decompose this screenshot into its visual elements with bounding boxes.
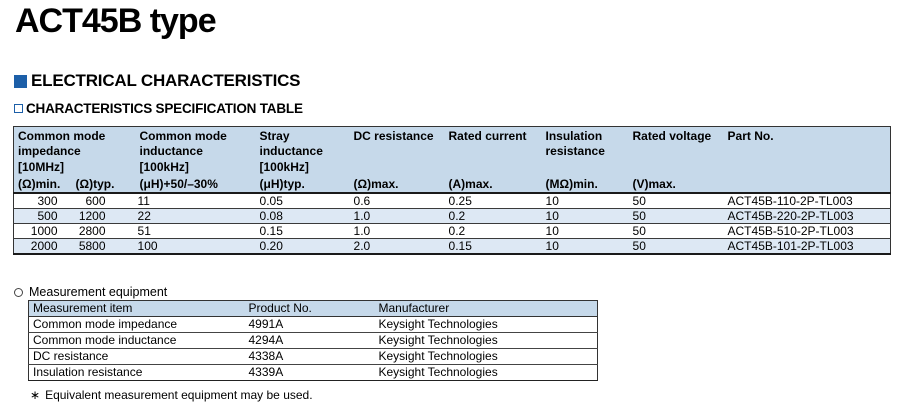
- spec-cell: 2800: [71, 223, 136, 239]
- spec-col-header: Common mode inductance [100kHz]: [135, 126, 256, 176]
- spec-table: Common mode impedance [10MHz] Common mod…: [13, 126, 892, 255]
- measurement-equipment-label: Measurement equipment: [29, 285, 168, 299]
- spec-col-header: Part No.: [723, 126, 891, 176]
- spec-cell: 0.25: [448, 194, 472, 208]
- spec-cell: 11: [137, 194, 150, 208]
- meas-cell-manufacturer: Keysight Technologies: [374, 364, 598, 381]
- spec-cell: 2.0: [349, 238, 445, 254]
- spec-cell: 1.0: [349, 223, 445, 239]
- spec-cell: 0.15: [255, 223, 350, 239]
- spec-col-header: Rated current: [444, 126, 542, 176]
- spec-cell: 0.6: [353, 194, 371, 208]
- meas-cell-product: 4338A: [244, 348, 375, 365]
- spec-cell: 0.05: [259, 194, 283, 208]
- meas-col-header: Product No.: [244, 300, 375, 317]
- spec-unit-label: (MΩ)min.: [541, 176, 629, 194]
- spec-col-header: DC resistance: [349, 126, 445, 176]
- spec-cell: 10: [541, 238, 629, 254]
- spec-col-header: Insulation resistance: [541, 126, 629, 176]
- filled-square-icon: [14, 74, 27, 88]
- measurement-table: Measurement item Product No. Manufacture…: [28, 300, 598, 381]
- spec-cell-partno: ACT45B-510-2P-TL003: [723, 223, 891, 239]
- spec-unit-label: (μH)typ.: [255, 176, 350, 194]
- section-heading-spec-table: CHARACTERISTICS SPECIFICATION TABLE: [14, 101, 303, 116]
- spec-cell: 50: [628, 238, 724, 254]
- spec-cell: 2000: [13, 238, 72, 254]
- section-heading-electrical-characteristics: ELECTRICAL CHARACTERISTICS: [14, 71, 301, 91]
- spec-cell: 50: [628, 208, 724, 224]
- spec-cell: 50: [632, 194, 646, 208]
- equipment-note: ∗ Equivalent measurement equipment may be…: [30, 388, 313, 402]
- meas-cell-product: 4991A: [248, 317, 284, 331]
- spec-col-header: Stray inductance [100kHz]: [255, 126, 350, 176]
- spec-cell: 50: [628, 223, 724, 239]
- measurement-row: DC resistance 4338A Keysight Technologie…: [28, 348, 598, 365]
- spec-cell: 22: [135, 208, 256, 224]
- spec-col-header: Rated voltage: [628, 126, 724, 176]
- meas-cell-item: Common mode inductance: [28, 332, 245, 349]
- spec-cell: 300: [37, 194, 58, 208]
- spec-row: 2000 5800 100 0.20 2.0 0.15 10 50 ACT45B…: [13, 238, 891, 254]
- asterisk-icon: ∗: [30, 388, 41, 402]
- spec-cell: 1200: [71, 208, 136, 224]
- measurement-equipment-heading: Measurement equipment: [14, 285, 167, 299]
- equipment-note-text: Equivalent measurement equipment may be …: [45, 388, 313, 402]
- spec-cell: 10: [541, 223, 629, 239]
- spec-cell: 100: [135, 238, 256, 254]
- meas-cell-manufacturer: Keysight Technologies: [374, 348, 598, 365]
- spec-row: 1000 2800 51 0.15 1.0 0.2 10 50 ACT45B-5…: [13, 223, 891, 239]
- spec-cell: 10: [545, 194, 559, 208]
- spec-cell: 10: [541, 208, 629, 224]
- spec-unit-label: (V)max.: [628, 176, 724, 194]
- spec-cell: 1000: [13, 223, 72, 239]
- meas-cell-item: DC resistance: [28, 348, 245, 365]
- spec-header-row: Common mode impedance [10MHz] Common mod…: [13, 126, 891, 176]
- spec-unit-label: [723, 176, 891, 194]
- spec-units-row: (Ω)min. (Ω)typ. (μH)+50/–30% (μH)typ. (Ω…: [13, 176, 891, 194]
- circle-bullet-icon: [14, 287, 23, 297]
- spec-col-header: Common mode impedance [10MHz]: [13, 126, 136, 176]
- meas-col-header: Manufacturer: [374, 300, 598, 317]
- outline-square-icon: [14, 104, 23, 113]
- subsection-heading-label: CHARACTERISTICS SPECIFICATION TABLE: [26, 101, 303, 116]
- meas-cell-manufacturer: Keysight Technologies: [374, 332, 598, 349]
- measurement-row: Common mode impedance 4991A Keysight Tec…: [29, 317, 598, 333]
- meas-cell-product: 4294A: [244, 332, 375, 349]
- spec-cell-partno: ACT45B-220-2P-TL003: [723, 208, 891, 224]
- measurement-header-row: Measurement item Product No. Manufacture…: [28, 300, 598, 317]
- spec-row: 500 1200 22 0.08 1.0 0.2 10 50 ACT45B-22…: [13, 208, 891, 224]
- spec-cell-partno: ACT45B-110-2P-TL003: [727, 194, 853, 208]
- meas-cell-product: 4339A: [244, 364, 375, 381]
- spec-cell: 0.2: [444, 223, 542, 239]
- spec-cell-partno: ACT45B-101-2P-TL003: [723, 238, 891, 254]
- measurement-row: Insulation resistance 4339A Keysight Tec…: [28, 364, 598, 381]
- meas-cell-item: Common mode impedance: [33, 317, 178, 331]
- spec-cell: 1.0: [349, 208, 445, 224]
- spec-cell: 600: [85, 194, 106, 208]
- spec-unit-label: (Ω)min.: [13, 176, 72, 194]
- spec-unit-label: (μH)+50/–30%: [135, 176, 256, 194]
- meas-cell-item: Insulation resistance: [28, 364, 245, 381]
- spec-cell: 0.08: [255, 208, 350, 224]
- measurement-row: Common mode inductance 4294A Keysight Te…: [28, 332, 598, 349]
- meas-cell-manufacturer: Keysight Technologies: [378, 317, 498, 331]
- spec-unit-label: (Ω)typ.: [71, 176, 136, 194]
- spec-cell: 500: [13, 208, 72, 224]
- spec-cell: 0.2: [444, 208, 542, 224]
- spec-unit-label: (A)max.: [444, 176, 542, 194]
- spec-row: 300 600 11 0.05 0.6 0.25 10 50 ACT45B-11…: [14, 193, 891, 209]
- meas-col-header: Measurement item: [28, 300, 245, 317]
- spec-cell: 0.20: [255, 238, 350, 254]
- section-heading-label: ELECTRICAL CHARACTERISTICS: [31, 71, 301, 90]
- spec-cell: 51: [135, 223, 256, 239]
- spec-unit-label: (Ω)max.: [349, 176, 445, 194]
- spec-cell: 0.15: [444, 238, 542, 254]
- page-title: ACT45B type: [15, 2, 217, 40]
- spec-cell: 5800: [71, 238, 136, 254]
